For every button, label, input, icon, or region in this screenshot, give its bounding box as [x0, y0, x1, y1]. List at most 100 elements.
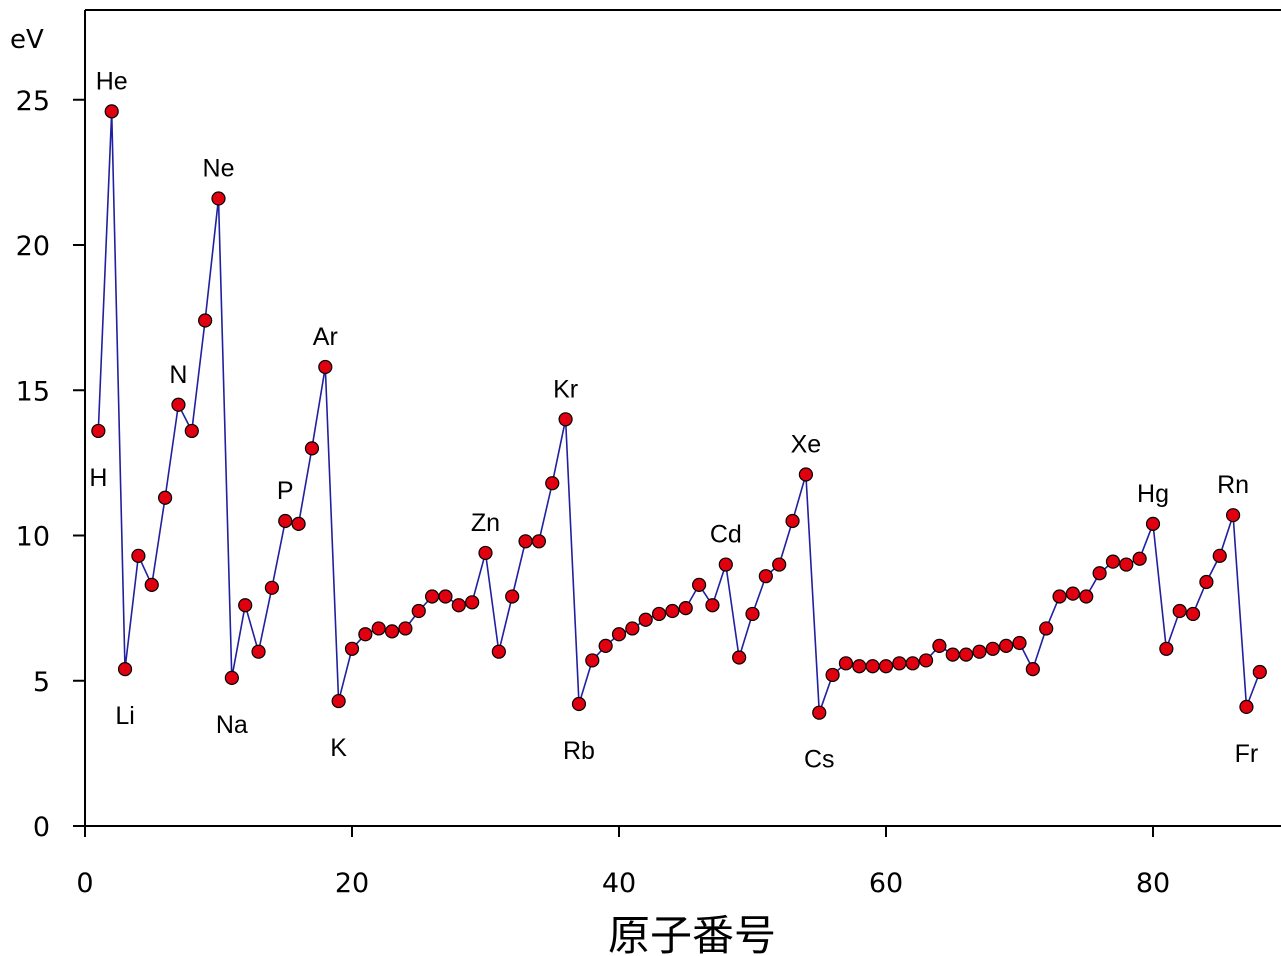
data-point	[1105, 554, 1121, 569]
data-point	[131, 548, 146, 563]
data-point	[691, 577, 707, 592]
data-point	[651, 606, 667, 622]
element-label: He	[96, 67, 128, 95]
data-point	[678, 601, 693, 616]
y-tick-label: 10	[16, 522, 50, 553]
data-point	[318, 359, 333, 375]
x-tick-label: 40	[602, 868, 636, 899]
data-point	[558, 412, 573, 427]
data-point	[625, 621, 640, 636]
data-point	[291, 516, 306, 531]
data-point	[1252, 664, 1267, 680]
x-tick-label: 0	[76, 868, 93, 899]
data-point	[1092, 566, 1107, 581]
y-tick-label: 20	[16, 231, 50, 262]
data-point	[1119, 557, 1134, 572]
element-label: Fr	[1235, 740, 1259, 768]
data-point	[585, 653, 600, 668]
data-point	[999, 638, 1014, 653]
data-point	[972, 644, 987, 659]
data-point	[865, 659, 880, 674]
element-label: Ar	[313, 323, 338, 351]
data-point	[304, 441, 320, 456]
data-point	[425, 589, 440, 604]
data-point	[184, 423, 199, 439]
data-point	[905, 656, 920, 671]
ionization-energy-line	[97, 111, 1261, 713]
data-point	[278, 513, 293, 529]
data-point	[211, 191, 226, 206]
data-point	[465, 595, 480, 610]
data-point	[1145, 516, 1161, 531]
data-point	[398, 621, 413, 636]
y-tick-label: 25	[16, 86, 50, 117]
data-point	[985, 641, 1000, 656]
data-point	[531, 534, 547, 549]
data-point	[144, 577, 159, 592]
data-point	[411, 603, 426, 619]
data-point	[852, 659, 867, 674]
data-point	[598, 638, 613, 653]
data-point	[158, 490, 173, 505]
x-tick-label: 20	[335, 868, 369, 899]
data-point	[958, 647, 974, 662]
data-point	[384, 624, 400, 639]
data-point	[518, 534, 533, 549]
data-point	[1225, 508, 1241, 523]
data-point	[238, 598, 253, 613]
data-point	[1132, 551, 1147, 566]
data-point	[1012, 635, 1027, 651]
data-point	[545, 476, 560, 491]
data-point	[571, 696, 587, 712]
data-point	[104, 104, 119, 119]
element-labels: He H Li N Ne Na P Ar K Zn Kr Rb Cd Xe Cs Hg Rn Fr	[89, 67, 1258, 773]
data-point	[825, 667, 840, 683]
data-point	[878, 659, 894, 674]
data-point	[1039, 621, 1054, 636]
data-point	[611, 627, 627, 642]
data-point	[1199, 574, 1214, 590]
element-label: Rb	[563, 737, 595, 765]
data-point	[1185, 606, 1201, 622]
element-label: Zn	[471, 509, 500, 537]
data-point	[491, 644, 506, 659]
data-point	[451, 598, 466, 613]
x-axis: 0 20 40 60 80	[76, 826, 1170, 899]
data-point	[838, 656, 854, 671]
data-point	[1239, 699, 1254, 714]
y-axis: 0 5 10 15 20 25	[16, 86, 85, 843]
element-label: Ne	[203, 155, 235, 183]
data-point	[1052, 589, 1067, 604]
data-point	[932, 638, 947, 653]
data-point	[251, 644, 266, 659]
data-point	[638, 612, 653, 627]
data-point	[772, 557, 787, 572]
data-point	[438, 589, 453, 604]
data-point	[1172, 603, 1187, 619]
data-point	[331, 693, 346, 709]
element-label: Kr	[553, 375, 578, 403]
data-point	[812, 705, 827, 720]
data-point	[117, 662, 133, 677]
plot-frame	[84, 9, 1281, 827]
data-point	[798, 467, 814, 482]
data-point	[732, 650, 747, 665]
x-tick-label: 60	[869, 868, 903, 899]
element-label: Na	[216, 711, 248, 739]
data-point	[918, 653, 934, 668]
element-label: Cs	[804, 746, 835, 774]
data-point	[892, 656, 907, 671]
element-label: Cd	[710, 521, 742, 549]
data-point	[358, 627, 373, 642]
data-point	[505, 589, 520, 604]
data-point	[224, 670, 239, 685]
data-point	[665, 603, 680, 619]
y-tick-label: 5	[33, 667, 50, 698]
data-point	[945, 647, 960, 662]
data-point	[1079, 589, 1094, 604]
element-label: N	[169, 361, 187, 389]
data-points	[91, 104, 1267, 720]
data-point	[198, 313, 213, 328]
element-label: H	[89, 464, 107, 492]
